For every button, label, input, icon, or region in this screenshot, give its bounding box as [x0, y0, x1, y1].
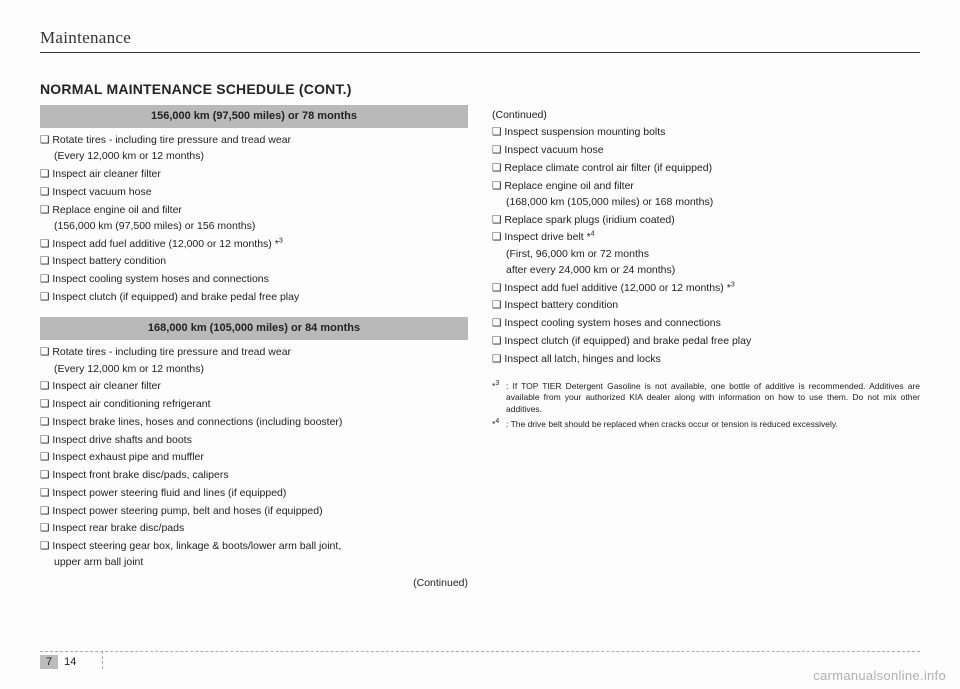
item-subtext: (156,000 km (97,500 miles) or 156 months… [40, 218, 468, 234]
footnote-key: *3 [492, 381, 506, 415]
item-text: ❑ Inspect power steering pump, belt and … [40, 505, 323, 517]
maintenance-item: ❑ Inspect clutch (if equipped) and brake… [40, 289, 468, 305]
maintenance-item: ❑ Inspect all latch, hinges and locks [492, 351, 920, 367]
item-text: ❑ Inspect clutch (if equipped) and brake… [492, 335, 751, 347]
item-subtext: after every 24,000 km or 24 months) [492, 262, 920, 278]
item-text: ❑ Inspect add fuel additive (12,000 or 1… [492, 282, 735, 294]
footer-divider [40, 651, 920, 652]
maintenance-item: ❑ Inspect power steering pump, belt and … [40, 503, 468, 519]
item-text: ❑ Inspect drive shafts and boots [40, 434, 192, 446]
item-text: ❑ Rotate tires - including tire pressure… [40, 134, 291, 146]
item-text: ❑ Replace climate control air filter (if… [492, 162, 712, 174]
maintenance-item: ❑ Replace spark plugs (iridium coated) [492, 212, 920, 228]
vertical-dots [102, 651, 103, 669]
maintenance-item: ❑ Inspect battery condition [40, 253, 468, 269]
item-text: ❑ Inspect air cleaner filter [40, 168, 161, 180]
interval-header: 156,000 km (97,500 miles) or 78 months [40, 105, 468, 128]
item-text: ❑ Inspect front brake disc/pads, caliper… [40, 469, 229, 481]
item-subtext: upper arm ball joint [40, 554, 468, 570]
item-text: ❑ Rotate tires - including tire pressure… [40, 346, 291, 358]
maintenance-item: ❑ Inspect add fuel additive (12,000 or 1… [492, 280, 920, 296]
item-text: ❑ Inspect suspension mounting bolts [492, 126, 665, 138]
interval-block: 168,000 km (105,000 miles) or 84 months ❑… [40, 317, 468, 591]
item-text: ❑ Inspect cooling system hoses and conne… [492, 317, 721, 329]
maintenance-item: ❑ Inspect battery condition [492, 297, 920, 313]
maintenance-item: ❑ Inspect drive belt *4 (First, 96,000 km… [492, 229, 920, 278]
interval-header: 168,000 km (105,000 miles) or 84 months [40, 317, 468, 340]
item-text: ❑ Inspect cooling system hoses and conne… [40, 273, 269, 285]
interval-block: 156,000 km (97,500 miles) or 78 months ❑ … [40, 105, 468, 305]
item-text: ❑ Inspect vacuum hose [40, 186, 152, 198]
maintenance-item: ❑ Replace engine oil and filter (168,000 … [492, 178, 920, 211]
item-text: ❑ Inspect battery condition [492, 299, 618, 311]
maintenance-item: ❑ Inspect power steering fluid and lines… [40, 485, 468, 501]
maintenance-item: ❑ Inspect vacuum hose [492, 142, 920, 158]
left-column: 156,000 km (97,500 miles) or 78 months ❑ … [40, 105, 468, 603]
maintenance-item: ❑ Inspect front brake disc/pads, caliper… [40, 467, 468, 483]
item-text: ❑ Inspect drive belt *4 [492, 231, 595, 243]
footnote-text: : The drive belt should be replaced when… [506, 419, 920, 430]
maintenance-item: ❑ Inspect cooling system hoses and conne… [40, 271, 468, 287]
section-title: NORMAL MAINTENANCE SCHEDULE (CONT.) [40, 81, 920, 97]
maintenance-item: ❑ Inspect suspension mounting bolts [492, 124, 920, 140]
header-title: Maintenance [40, 28, 131, 47]
maintenance-item: ❑ Inspect rear brake disc/pads [40, 520, 468, 536]
item-text: ❑ Replace engine oil and filter [40, 204, 182, 216]
item-text: ❑ Inspect clutch (if equipped) and brake… [40, 291, 299, 303]
maintenance-item: ❑ Inspect exhaust pipe and muffler [40, 449, 468, 465]
right-column: (Continued) ❑ Inspect suspension mounting… [492, 105, 920, 603]
maintenance-item: ❑ Inspect air conditioning refrigerant [40, 396, 468, 412]
item-text: ❑ Inspect add fuel additive (12,000 or 1… [40, 238, 283, 250]
watermark: carmanualsonline.info [813, 668, 946, 683]
item-text: ❑ Inspect brake lines, hoses and connect… [40, 416, 342, 428]
footnote-key: *4 [492, 419, 506, 430]
maintenance-item: ❑ Inspect brake lines, hoses and connect… [40, 414, 468, 430]
page-header: Maintenance [40, 28, 920, 53]
maintenance-item: ❑ Inspect air cleaner filter [40, 166, 468, 182]
page: Maintenance NORMAL MAINTENANCE SCHEDULE … [0, 0, 960, 689]
maintenance-item: ❑ Inspect air cleaner filter [40, 378, 468, 394]
chapter-number: 7 [40, 655, 58, 669]
item-subtext: (Every 12,000 km or 12 months) [40, 361, 468, 377]
footnote-text: : If TOP TIER Detergent Gasoline is not … [506, 381, 920, 415]
item-text: ❑ Inspect steering gear box, linkage & b… [40, 540, 341, 552]
footnote: *3: If TOP TIER Detergent Gasoline is no… [492, 381, 920, 415]
maintenance-item: ❑ Inspect drive shafts and boots [40, 432, 468, 448]
footnotes: *3: If TOP TIER Detergent Gasoline is no… [492, 381, 920, 431]
item-text: ❑ Inspect rear brake disc/pads [40, 522, 184, 534]
continued-label: (Continued) [40, 575, 468, 591]
item-text: ❑ Inspect power steering fluid and lines… [40, 487, 286, 499]
item-text: ❑ Inspect vacuum hose [492, 144, 604, 156]
maintenance-item: ❑ Rotate tires - including tire pressure… [40, 344, 468, 377]
maintenance-item: ❑ Inspect cooling system hoses and conne… [492, 315, 920, 331]
maintenance-item: ❑ Inspect steering gear box, linkage & b… [40, 538, 468, 571]
maintenance-item: ❑ Inspect add fuel additive (12,000 or 1… [40, 236, 468, 252]
footnote: *4: The drive belt should be replaced wh… [492, 419, 920, 430]
page-footer: 7 14 [40, 651, 920, 669]
item-text: ❑ Replace engine oil and filter [492, 180, 634, 192]
maintenance-item: ❑ Inspect clutch (if equipped) and brake… [492, 333, 920, 349]
item-text: ❑ Inspect exhaust pipe and muffler [40, 451, 204, 463]
maintenance-item: ❑ Replace climate control air filter (if… [492, 160, 920, 176]
content-columns: 156,000 km (97,500 miles) or 78 months ❑ … [40, 105, 920, 603]
item-subtext: (168,000 km (105,000 miles) or 168 month… [492, 194, 920, 210]
item-subtext: (Every 12,000 km or 12 months) [40, 148, 468, 164]
maintenance-item: ❑ Inspect vacuum hose [40, 184, 468, 200]
item-text: ❑ Inspect all latch, hinges and locks [492, 353, 661, 365]
page-number: 14 [64, 656, 76, 668]
maintenance-item: ❑ Rotate tires - including tire pressure… [40, 132, 468, 165]
item-text: ❑ Inspect battery condition [40, 255, 166, 267]
maintenance-item: ❑ Replace engine oil and filter (156,000 … [40, 202, 468, 235]
item-subtext: (First, 96,000 km or 72 months [492, 246, 920, 262]
continued-label: (Continued) [492, 107, 920, 123]
item-text: ❑ Replace spark plugs (iridium coated) [492, 214, 675, 226]
item-text: ❑ Inspect air cleaner filter [40, 380, 161, 392]
item-text: ❑ Inspect air conditioning refrigerant [40, 398, 211, 410]
page-numbers: 7 14 [40, 655, 920, 669]
